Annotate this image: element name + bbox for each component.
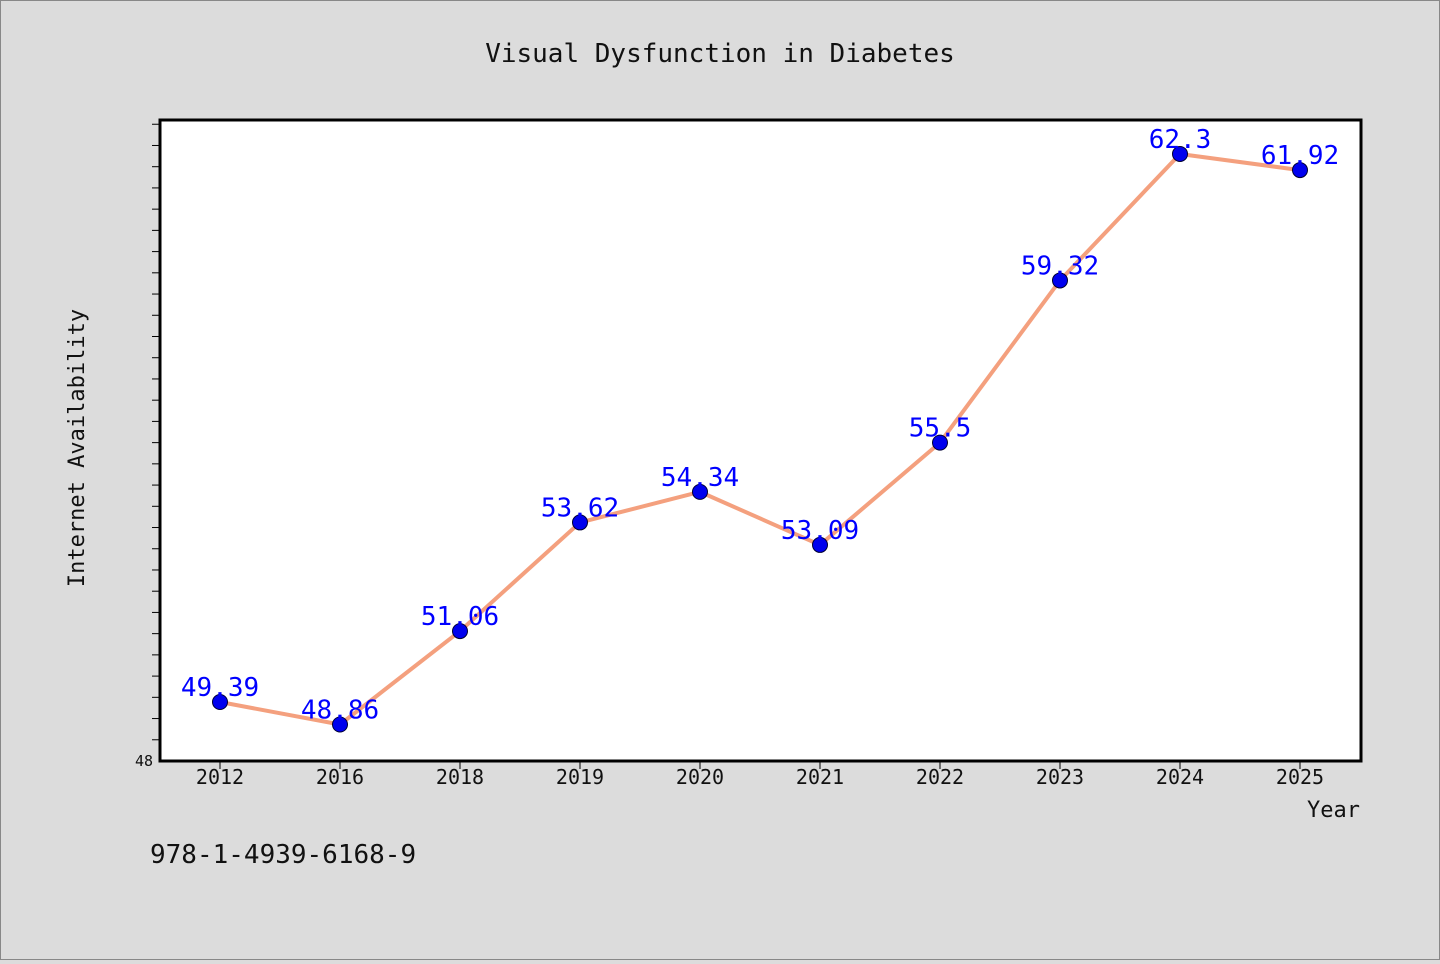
- series-polyline: [218, 151, 1302, 727]
- x-tick-label: 2022: [916, 765, 964, 789]
- data-label: 59.32: [1021, 251, 1099, 281]
- series-line: [218, 151, 1302, 727]
- data-label: 61.92: [1261, 141, 1339, 171]
- data-label: 53.62: [541, 493, 619, 523]
- x-tick-label: 2023: [1036, 765, 1084, 789]
- data-label: 48.86: [301, 695, 379, 725]
- x-axis-label: Year: [1307, 798, 1360, 823]
- data-point: [332, 716, 348, 733]
- data-point: [1052, 272, 1068, 289]
- x-tick-label: 2016: [316, 765, 364, 789]
- y-tick-label-min: 48: [135, 752, 153, 770]
- data-point: [932, 434, 948, 451]
- data-label: 53.09: [781, 516, 859, 546]
- plot-area: [160, 120, 1361, 761]
- data-label: 51.06: [421, 602, 499, 632]
- chart-title: Visual Dysfunction in Diabetes: [485, 39, 955, 69]
- data-point: [1292, 162, 1308, 179]
- data-point: [812, 536, 828, 553]
- data-label: 55.5: [909, 414, 972, 444]
- data-point: [212, 693, 228, 710]
- y-axis-label: Internet Availability: [65, 309, 90, 587]
- data-point: [572, 514, 588, 531]
- x-tick-label: 2025: [1276, 765, 1324, 789]
- data-point: [692, 483, 708, 500]
- data-point: [1172, 145, 1188, 162]
- x-tick-label: 2019: [556, 765, 604, 789]
- x-tick-label: 2012: [196, 765, 244, 789]
- data-labels: 49.39 48.86 51.06 53.62 54.34 53.09 55.5 59.32 6…: [181, 125, 1339, 726]
- x-tick-label: 2024: [1156, 765, 1204, 789]
- data-label: 54.34: [661, 463, 739, 493]
- plot-frame: [158, 118, 1363, 763]
- x-tick-label: 2020: [676, 765, 724, 789]
- x-tick-label: 2021: [796, 765, 844, 789]
- series-markers: [212, 145, 1308, 733]
- x-axis-ticks: 2012 2016 2018 2019 2020 2021 2022 2023 2024 2025: [196, 761, 1324, 789]
- footnote-isbn: 978-1-4939-6168-9: [150, 840, 416, 870]
- data-label: 49.39: [181, 673, 259, 703]
- x-tick-label: 2018: [436, 765, 484, 789]
- data-label: 62.3: [1149, 125, 1212, 155]
- data-point: [452, 623, 468, 640]
